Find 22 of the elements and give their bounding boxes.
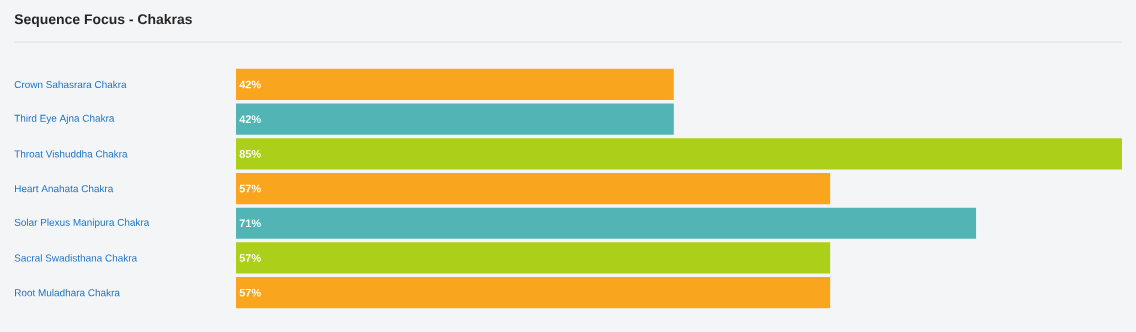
bar [236,242,831,274]
data-label: 42% [239,115,261,124]
y-tick-label: Sacral Swadisthana Chakra [14,254,138,262]
y-tick-label: Crown Sahasrara Chakra [14,80,127,89]
bar [236,277,831,309]
data-label: 57% [239,288,261,297]
y-tick-label: Solar Plexus Manipura Chakra [14,218,150,228]
y-tick-label: Third Eye Ajna Chakra [14,114,115,124]
data-label: 57% [239,184,261,193]
bar [236,68,674,101]
bar [236,138,1123,170]
bar [236,172,831,205]
data-label: 71% [239,219,261,228]
data-label: 42% [239,80,261,89]
data-label: 85% [239,149,261,158]
y-tick-label: Throat Vishuddha Chakra [14,150,128,158]
y-tick-label: Root Muladhara Chakra [15,289,120,297]
bar [236,103,674,135]
y-tick-label: Heart Anahata Chakra [15,184,114,193]
bar [236,207,977,239]
data-label: 57% [239,254,261,262]
text: Sequence Focus - Chakras [14,13,192,27]
